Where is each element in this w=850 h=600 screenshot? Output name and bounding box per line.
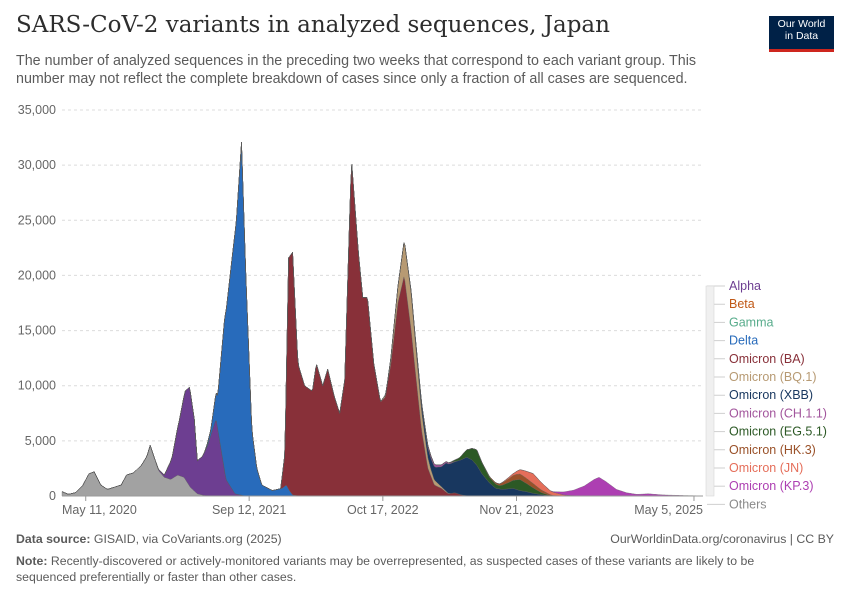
data-source: Data source: GISAID, via CoVariants.org … (16, 532, 282, 546)
area-omicron-kp-3[interactable] (61, 142, 703, 497)
legend-label[interactable]: Others (729, 497, 767, 511)
note-text: Recently-discovered or actively-monitore… (16, 554, 755, 584)
chart-note: Note: Recently-discovered or actively-mo… (16, 553, 796, 585)
credit-link[interactable]: OurWorldinData.org/coronavirus | CC BY (610, 532, 834, 546)
y-tick-label: 10,000 (18, 379, 56, 393)
chart-subtitle: The number of analyzed sequences in the … (16, 53, 697, 87)
legend-label[interactable]: Omicron (BA) (729, 352, 805, 366)
legend-label[interactable]: Omicron (CH.1.1) (729, 406, 827, 420)
chart-title: SARS-CoV-2 variants in analyzed sequence… (16, 12, 610, 38)
y-tick-label: 20,000 (18, 268, 56, 282)
legend-label[interactable]: Beta (729, 297, 755, 311)
legend-label[interactable]: Omicron (JN) (729, 461, 803, 475)
data-source-label: Data source: (16, 532, 91, 546)
legend-label[interactable]: Gamma (729, 315, 774, 329)
legend-label[interactable]: Omicron (HK.3) (729, 443, 816, 457)
legend-label[interactable]: Omicron (KP.3) (729, 479, 814, 493)
x-tick-label: Nov 21, 2023 (479, 503, 553, 517)
y-tick-label: 15,000 (18, 324, 56, 338)
x-tick-label: May 5, 2025 (634, 503, 703, 517)
x-tick-label: Oct 17, 2022 (347, 503, 419, 517)
logo-line-2: in Data (784, 30, 819, 42)
logo-line-1: Our World (777, 18, 826, 30)
legend-label[interactable]: Omicron (EG.5.1) (729, 425, 827, 439)
legend-label[interactable]: Delta (729, 334, 758, 348)
x-tick-label: May 11, 2020 (62, 503, 137, 517)
legend-label[interactable]: Alpha (729, 279, 761, 293)
legend-label[interactable]: Omicron (XBB) (729, 388, 813, 402)
x-tick-label: Sep 12, 2021 (212, 503, 286, 517)
data-source-text[interactable]: GISAID, via CoVariants.org (2025) (93, 532, 282, 546)
y-tick-label: 5,000 (25, 434, 56, 448)
y-tick-label: 35,000 (18, 103, 56, 117)
area-omicron-ba[interactable] (61, 142, 703, 497)
y-tick-label: 0 (49, 489, 56, 503)
legend-label[interactable]: Omicron (BQ.1) (729, 370, 817, 384)
y-tick-label: 25,000 (18, 213, 56, 227)
y-tick-label: 30,000 (18, 158, 56, 172)
note-label: Note: (16, 554, 48, 568)
owid-logo[interactable]: Our World in Data (769, 16, 834, 52)
legend-bracket (705, 285, 715, 497)
